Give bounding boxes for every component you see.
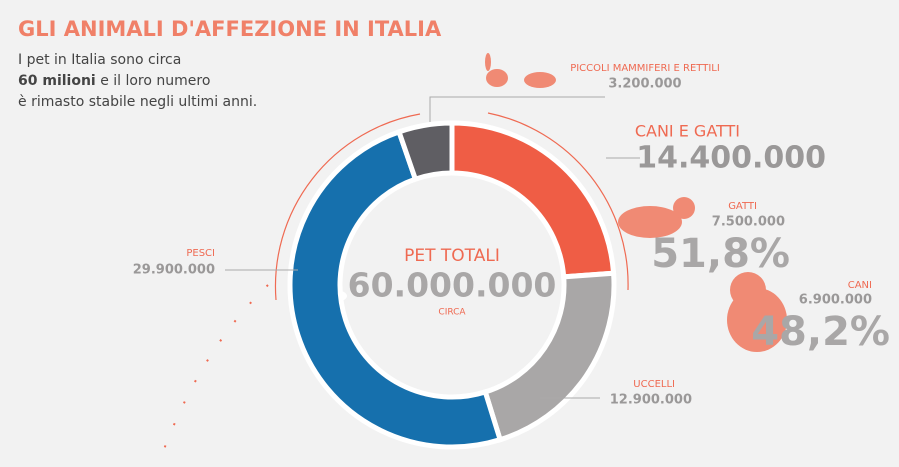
chart-title: GLI ANIMALI D'AFFEZIONE IN ITALIA [18, 17, 442, 41]
intro-text: e il loro numero [100, 73, 210, 89]
decor-arc [487, 112, 629, 291]
value-label: 3.200.000 [608, 77, 681, 92]
category-label: UCCELLI [633, 379, 675, 390]
leaders [225, 96, 640, 399]
intro-bold: 60 milioni [18, 73, 96, 89]
category-label: CANI E GATTI [635, 122, 740, 141]
donut-slice [287, 128, 504, 450]
value-label: 29.900.000 [133, 263, 215, 278]
center-note: CIRCA [438, 308, 466, 318]
intro-line: 60 milioni e il loro numero [18, 73, 210, 89]
center-label: PET TOTALI [404, 246, 500, 266]
decor-arc [274, 113, 421, 301]
category-label: PESCI [186, 248, 215, 259]
intro-line: I pet in Italia sono circa [18, 52, 181, 68]
donut [287, 120, 617, 450]
breakdown-count: 7.500.000 [712, 215, 785, 230]
decor-trail [159, 284, 269, 461]
center-total: 60.000.000 [348, 266, 557, 305]
category-label: PICCOLI MAMMIFERI E RETTILI [570, 63, 720, 74]
value-label: 12.900.000 [610, 393, 692, 408]
breakdown-name: GATTI [728, 201, 757, 212]
breakdown-share: 48,2% [751, 309, 890, 355]
animal-icons [485, 53, 787, 352]
value-label: 14.400.000 [636, 141, 826, 176]
breakdown-share: 51,8% [651, 231, 790, 277]
breakdown-name: CANI [848, 280, 872, 291]
intro-line: è rimasto stabile negli ultimi anni. [18, 94, 257, 110]
breakdown-count: 6.900.000 [799, 293, 872, 308]
donut-slice [395, 120, 455, 183]
